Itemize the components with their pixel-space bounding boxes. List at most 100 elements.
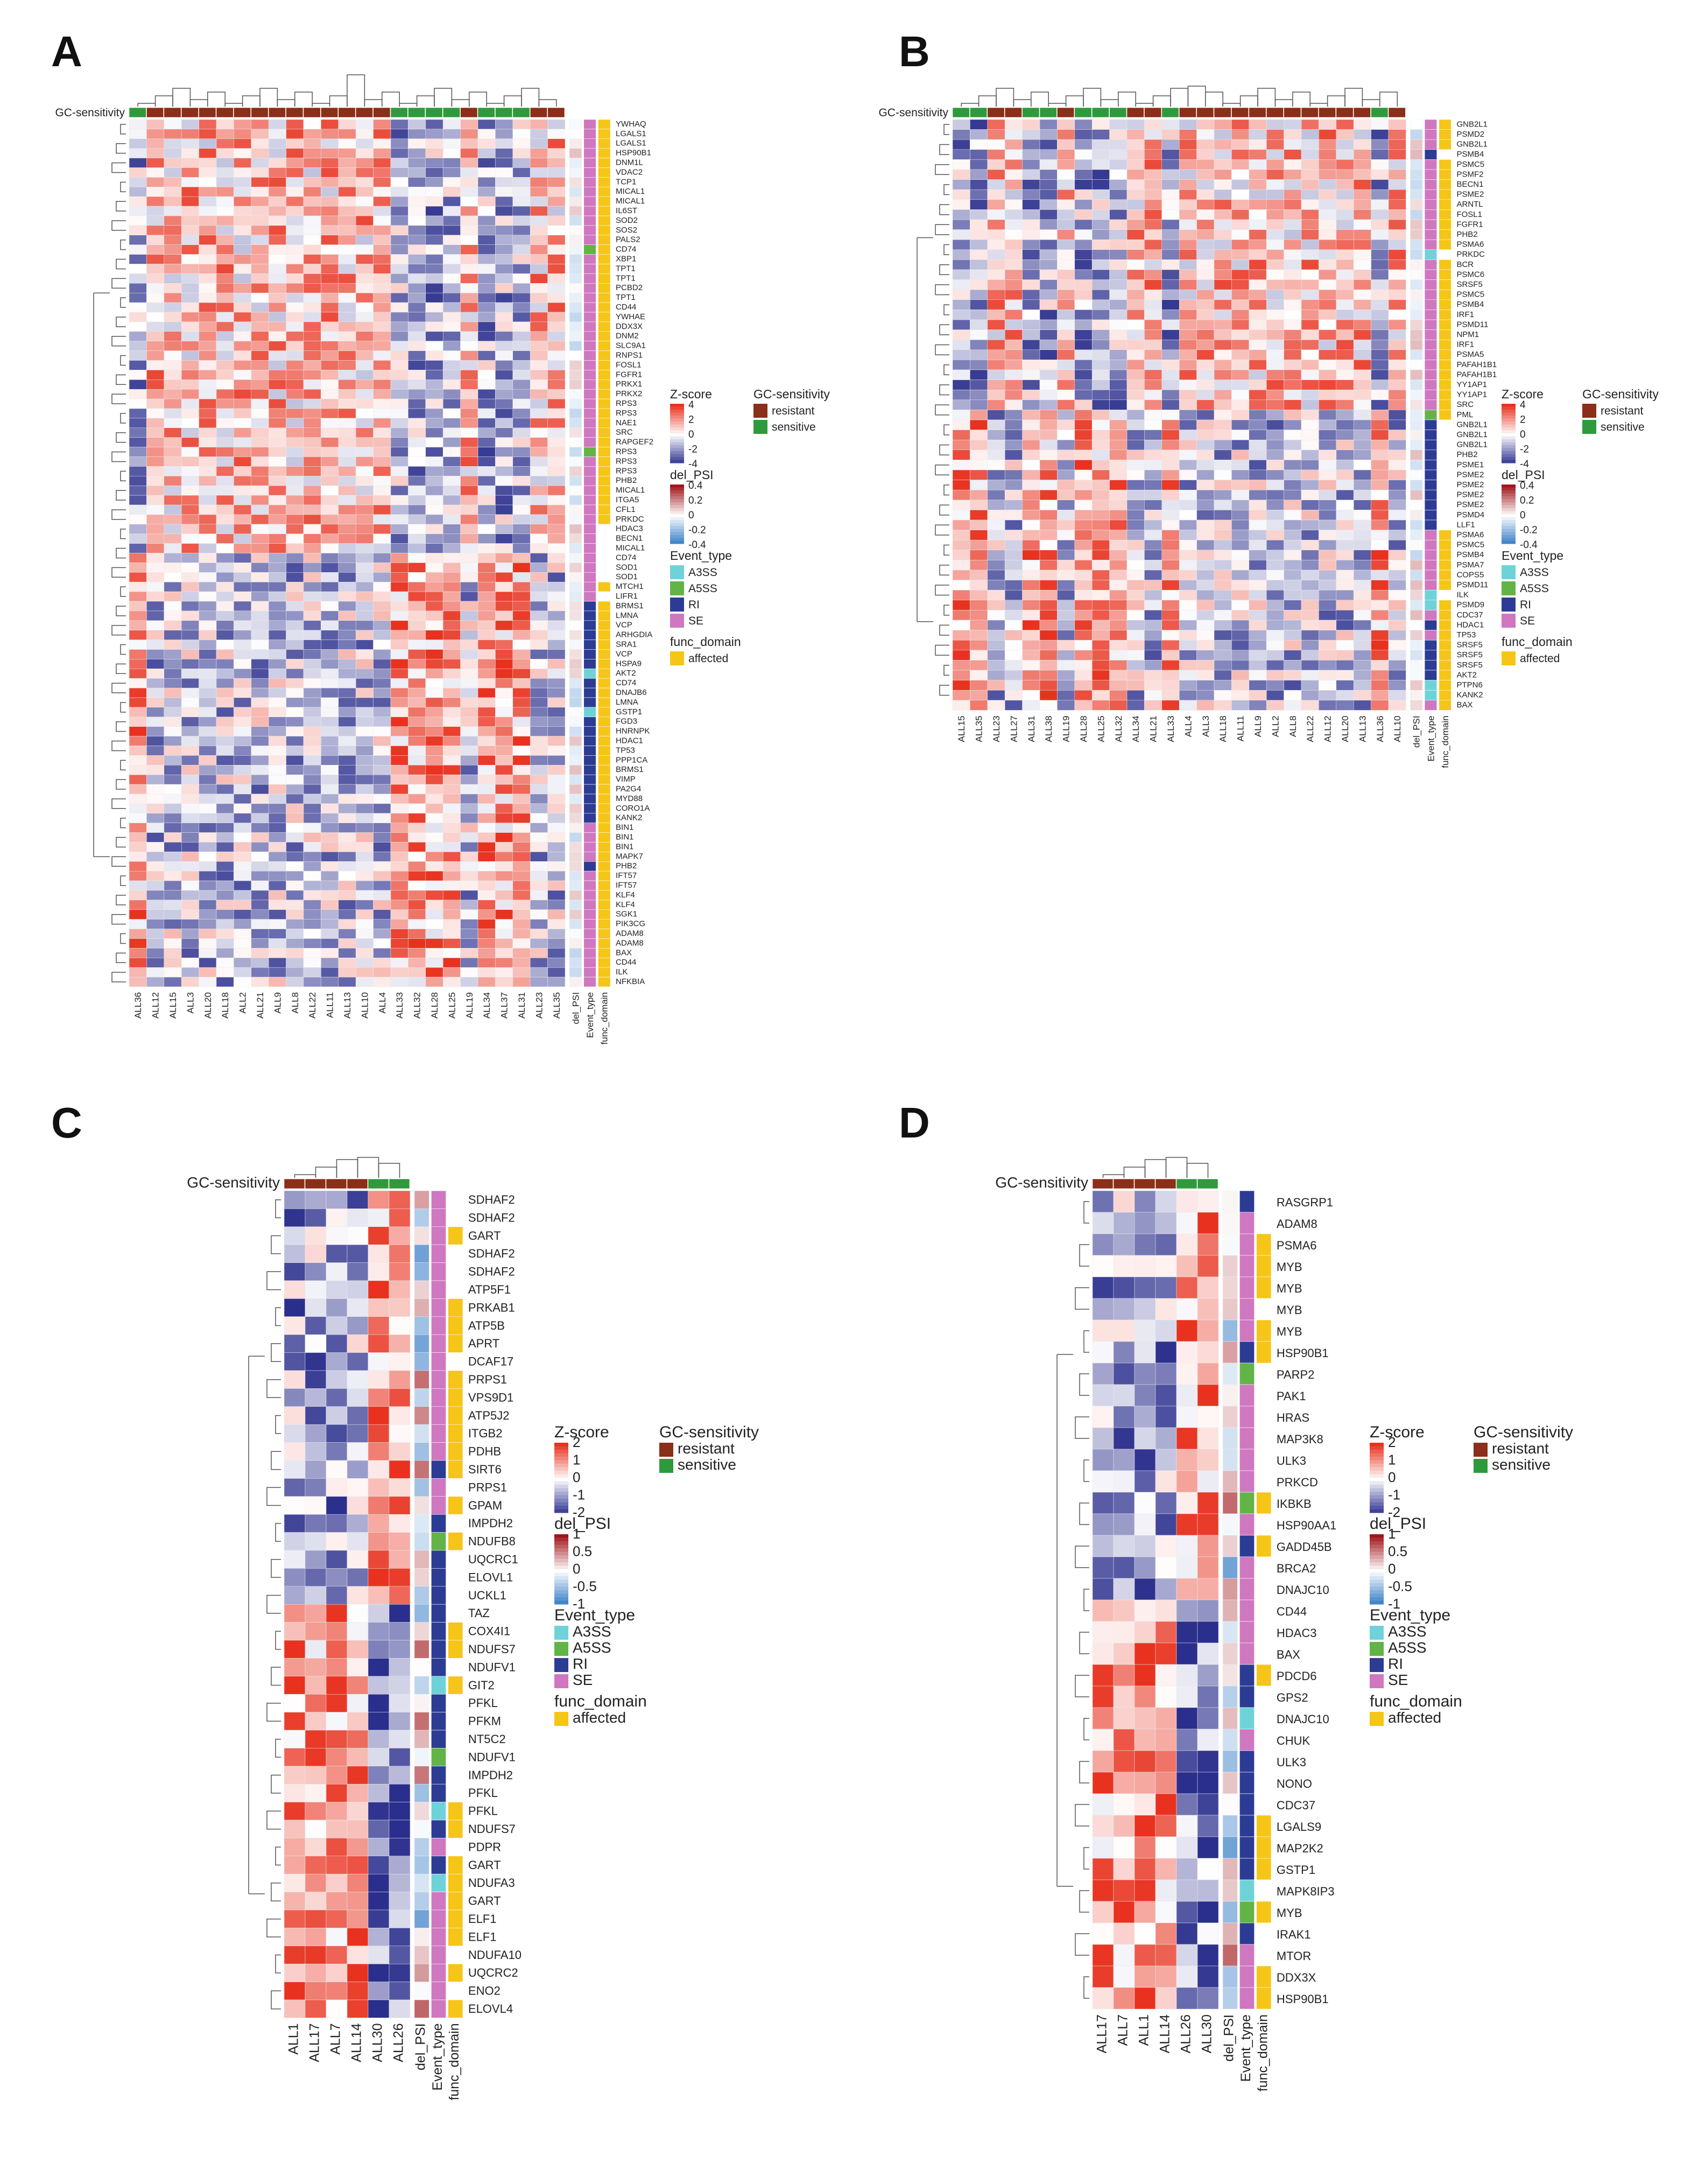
- heatmap-cell: [477, 148, 496, 158]
- event-type-cell: [1424, 339, 1438, 350]
- heatmap-cell: [164, 813, 182, 823]
- heatmap-cell: [338, 929, 356, 939]
- heatmap-cell: [389, 1640, 411, 1659]
- heatmap-cell: [181, 331, 199, 341]
- heatmap-cell: [460, 360, 478, 370]
- heatmap-cell: [355, 148, 374, 158]
- func-domain-cell: [598, 370, 611, 380]
- func-domain-cell: [1439, 439, 1452, 451]
- heatmap-cell: [1336, 460, 1354, 470]
- heatmap-cell: [1388, 239, 1406, 250]
- heatmap-cell: [390, 765, 408, 775]
- heatmap-cell: [952, 259, 970, 270]
- heatmap-cell: [1091, 179, 1110, 190]
- heatmap-cell: [477, 707, 496, 718]
- heatmap-cell: [547, 312, 566, 322]
- heatmap-cell: [1214, 289, 1232, 300]
- heatmap-cell: [477, 283, 496, 293]
- heatmap-cell: [477, 177, 496, 187]
- heatmap-cell: [303, 948, 321, 958]
- heatmap-cell: [1249, 610, 1267, 621]
- heatmap-cell: [1074, 259, 1093, 270]
- heatmap-cell: [408, 640, 426, 650]
- heatmap-cell: [1196, 620, 1215, 630]
- heatmap-cell: [460, 196, 478, 207]
- heatmap-cell: [1301, 489, 1319, 501]
- heatmap-cell: [1126, 239, 1145, 250]
- delpsi-gradient-step: [1502, 514, 1516, 517]
- heatmap-cell: [530, 900, 548, 910]
- heatmap-cell: [1161, 239, 1180, 250]
- heatmap-cell: [952, 570, 970, 580]
- gc-cell: [326, 1178, 347, 1189]
- heatmap-panel-a: GC-sensitivityYWHAQLGALS1LGALS1HSP90B1DN…: [55, 74, 830, 1044]
- heatmap-cell: [1231, 690, 1250, 701]
- heatmap-cell: [321, 581, 339, 592]
- heatmap-cell: [199, 803, 217, 814]
- heatmap-cell: [390, 254, 408, 264]
- heatmap-cell: [952, 369, 970, 380]
- heatmap-cell: [1126, 650, 1145, 661]
- heatmap-cell: [389, 1442, 411, 1461]
- heatmap-cell: [425, 264, 443, 274]
- heatmap-cell: [547, 244, 566, 255]
- heatmap-cell: [303, 620, 321, 630]
- heatmap-cell: [1074, 600, 1093, 610]
- heatmap-cell: [512, 215, 531, 226]
- heatmap-cell: [368, 1280, 390, 1299]
- heatmap-cell: [199, 418, 217, 429]
- heatmap-cell: [1004, 439, 1023, 451]
- heatmap-cell: [1284, 650, 1302, 661]
- heatmap-cell: [477, 717, 496, 727]
- heatmap-cell: [1284, 269, 1302, 280]
- del-psi-cell: [569, 437, 582, 447]
- heatmap-cell: [1231, 660, 1250, 671]
- heatmap-cell: [373, 880, 391, 891]
- heatmap-cell: [1074, 480, 1093, 490]
- heatmap-cell: [373, 948, 391, 958]
- heatmap-cell: [146, 331, 165, 341]
- heatmap-cell: [338, 457, 356, 467]
- heatmap-cell: [1004, 189, 1023, 200]
- heatmap-cell: [530, 717, 548, 727]
- heatmap-cell: [987, 419, 1005, 430]
- heatmap-cell: [355, 736, 374, 746]
- heatmap-cell: [1144, 550, 1162, 560]
- heatmap-cell: [303, 601, 321, 612]
- heatmap-cell: [970, 369, 988, 380]
- heatmap-cell: [547, 852, 566, 862]
- heatmap-cell: [268, 447, 286, 457]
- heatmap-cell: [512, 427, 531, 438]
- heatmap-cell: [164, 620, 182, 630]
- del-psi-cell: [1410, 329, 1423, 340]
- del-psi-cell: [569, 958, 582, 968]
- heatmap-cell: [234, 187, 252, 197]
- heatmap-cell: [1057, 369, 1075, 380]
- heatmap-cell: [1109, 570, 1128, 580]
- heatmap-cell: [408, 543, 426, 553]
- heatmap-cell: [442, 398, 461, 409]
- heatmap-cell: [1004, 450, 1023, 460]
- del-psi-cell: [569, 669, 582, 679]
- heatmap-cell: [1214, 500, 1232, 510]
- heatmap-cell: [425, 870, 443, 881]
- heatmap-cell: [326, 1280, 348, 1299]
- heatmap-cell: [199, 524, 217, 534]
- heatmap-cell: [1179, 489, 1197, 501]
- heatmap-cell: [408, 524, 426, 534]
- heatmap-cell: [408, 225, 426, 236]
- heatmap-cell: [305, 1640, 327, 1659]
- heatmap-cell: [338, 967, 356, 978]
- heatmap-cell: [389, 1748, 411, 1767]
- heatmap-cell: [1301, 419, 1319, 430]
- del-psi-cell: [569, 504, 582, 515]
- func-domain-cell: [1439, 319, 1452, 330]
- heatmap-cell: [408, 591, 426, 602]
- gene-label: HSP90B1: [616, 149, 651, 158]
- heatmap-cell: [338, 254, 356, 264]
- heatmap-cell: [1371, 289, 1389, 300]
- func-domain-cell: [1439, 480, 1452, 490]
- heatmap-cell: [1022, 469, 1040, 480]
- del-psi-cell: [569, 832, 582, 842]
- heatmap-cell: [1388, 510, 1406, 521]
